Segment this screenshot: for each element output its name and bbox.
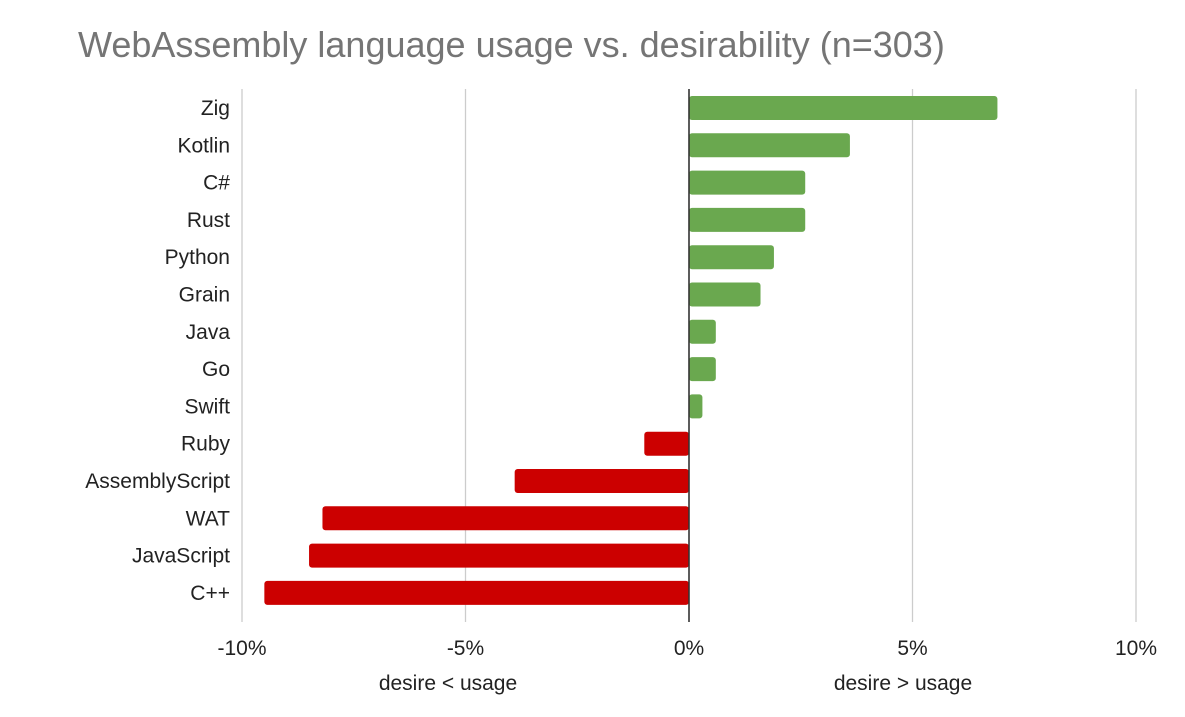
bar-rust (689, 207, 806, 232)
category-label: C# (203, 172, 230, 195)
gridlines (241, 89, 1137, 622)
category-label: Ruby (181, 433, 231, 456)
category-labels: Zig Kotlin C# Rust Python Grain Java Go Swift Rub… (85, 97, 230, 605)
bar-python (689, 245, 774, 270)
bar-wat (322, 506, 689, 531)
category-label: Grain (179, 284, 230, 307)
xlabel-negative: desire < usage (379, 672, 517, 695)
x-tick-label: -5% (447, 637, 484, 660)
xlabel-positive: desire > usage (834, 672, 972, 695)
bar-kotlin (689, 133, 850, 158)
bar-java (689, 319, 716, 344)
x-tick-label: -10% (217, 637, 266, 660)
bar-c- (689, 170, 806, 195)
bar-javascript (309, 543, 689, 568)
category-label: C++ (190, 582, 230, 605)
bar-grain (689, 282, 761, 307)
category-label: Kotlin (177, 134, 230, 157)
bar-c- (264, 580, 689, 605)
bars (264, 96, 998, 605)
category-label: Java (186, 321, 231, 344)
category-label: WAT (186, 507, 230, 530)
category-label: JavaScript (132, 545, 230, 568)
category-label: Python (165, 246, 230, 269)
x-tick-label: 5% (897, 637, 927, 660)
x-tick-label: 0% (674, 637, 704, 660)
bar-go (689, 357, 716, 382)
category-label: AssemblyScript (85, 470, 230, 493)
bar-swift (689, 394, 703, 419)
bar-assemblyscript (514, 469, 689, 493)
x-tick-label: 10% (1115, 637, 1157, 660)
category-label: Rust (187, 209, 230, 232)
category-label: Swift (184, 395, 230, 418)
category-label: Go (202, 358, 230, 381)
bar-ruby (644, 431, 689, 456)
category-label: Zig (201, 97, 230, 120)
tick-labels: -10% -5% 0% 5% 10% (217, 637, 1157, 660)
chart-title: WebAssembly language usage vs. desirabil… (78, 24, 945, 65)
bar-zig (689, 96, 998, 120)
